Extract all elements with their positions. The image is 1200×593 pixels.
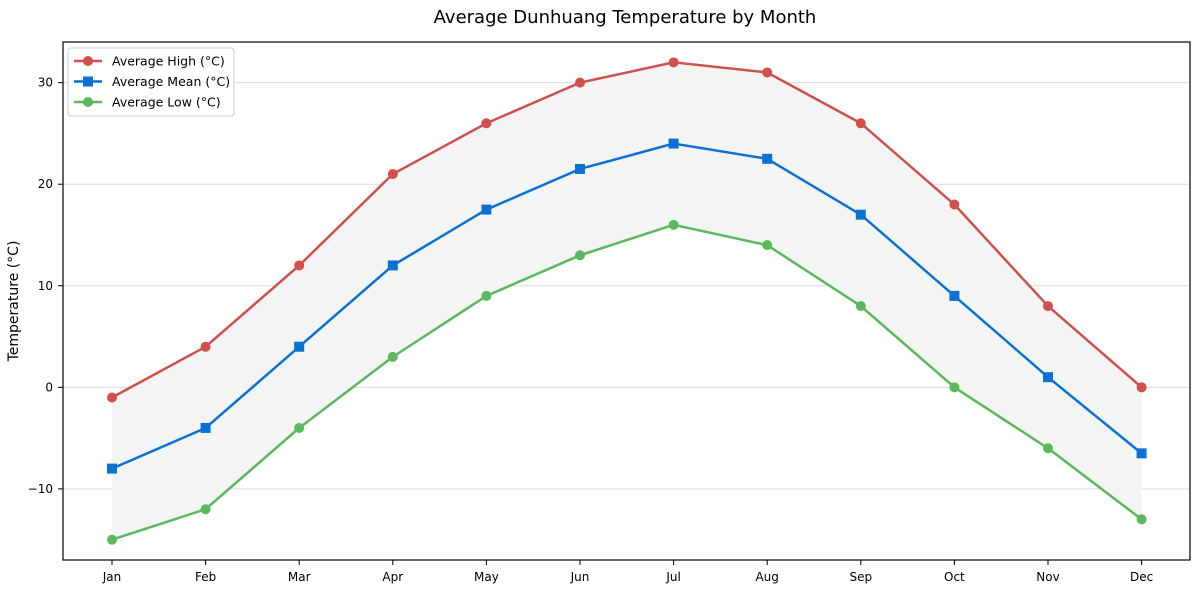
legend: Average High (°C) Average Mean (°C) Averag… [67,47,235,117]
series-line [111,142,1143,470]
data-point [481,290,492,301]
data-point [107,392,117,403]
data-point [575,77,585,88]
x-tick-label: Mar [288,570,311,584]
x-tick-label: Apr [382,570,403,584]
legend-marker [83,97,93,107]
data-point [481,204,492,215]
series-2 [107,219,1147,545]
x-tick-label: Sep [849,570,872,584]
series-group [107,57,1147,545]
chart-title: Average Dunhuang Temperature by Month [434,7,817,28]
data-point [1136,514,1147,525]
data-point [668,138,679,149]
x-tick-label: Aug [755,570,778,584]
legend-item: Average Mean (°C) [74,74,230,89]
data-point [762,240,773,251]
data-point [1043,372,1053,383]
legend-label: Average High (°C) [112,54,225,69]
x-tick-label: Nov [1036,570,1059,584]
data-point [294,341,305,352]
data-point [575,250,585,261]
legend-box [67,47,235,117]
y-tick-label: 20 [38,177,53,191]
data-point [200,504,211,515]
data-point [668,57,679,68]
x-tick-label: Jul [665,570,680,584]
x-tick-label: Jan [102,570,122,584]
data-point [107,534,117,545]
data-point [200,422,211,433]
fill-between-polygon [112,62,1142,540]
x-tick-label: May [474,570,499,584]
data-point [575,163,585,174]
data-point [855,118,866,129]
series-0 [107,57,1147,403]
data-point [855,209,866,220]
data-point [294,422,305,433]
y-tick-label: 30 [38,76,53,90]
data-point [1136,448,1147,459]
data-point [855,301,866,312]
legend-label: Average Mean (°C) [112,74,230,89]
data-point [107,463,117,474]
data-point [200,341,211,352]
data-point [949,382,960,393]
y-tick-label: 0 [45,380,53,394]
series-line [111,223,1143,541]
data-point [949,290,960,301]
data-point [1136,382,1147,393]
data-point [387,260,398,271]
x-tick-label: Oct [944,570,965,584]
data-point [1043,443,1053,454]
data-point [762,67,773,78]
data-point [762,153,773,164]
legend-marker [83,56,93,66]
x-axis: Jan Feb Mar Apr May Jun Jul Aug Sep Oct Nov Dec [102,560,1153,584]
plot-frame [62,41,1191,561]
legend-marker [83,76,93,87]
series-1 [107,138,1147,474]
x-tick-label: Jun [570,570,590,584]
data-point [294,260,305,271]
fill-between-area [112,62,1142,540]
y-tick-label: 10 [38,279,53,293]
data-point [387,169,398,180]
x-tick-label: Dec [1130,570,1153,584]
series-line [111,61,1143,399]
data-point [387,351,398,362]
data-point [949,199,960,210]
data-point [1043,301,1053,312]
y-axis-label: Temperature (°C) [6,241,22,363]
legend-item: Average High (°C) [74,54,225,69]
data-point [668,219,679,230]
x-tick-label: Feb [195,570,216,584]
y-axis: −10 0 10 20 30 [28,76,63,496]
legend-label: Average Low (°C) [112,95,221,110]
legend-item: Average Low (°C) [74,95,221,110]
y-tick-label: −10 [28,482,53,496]
data-point [481,118,492,129]
